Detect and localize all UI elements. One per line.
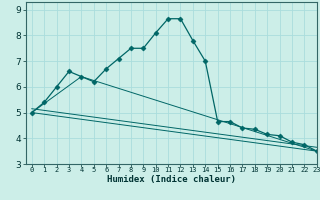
X-axis label: Humidex (Indice chaleur): Humidex (Indice chaleur) <box>107 175 236 184</box>
